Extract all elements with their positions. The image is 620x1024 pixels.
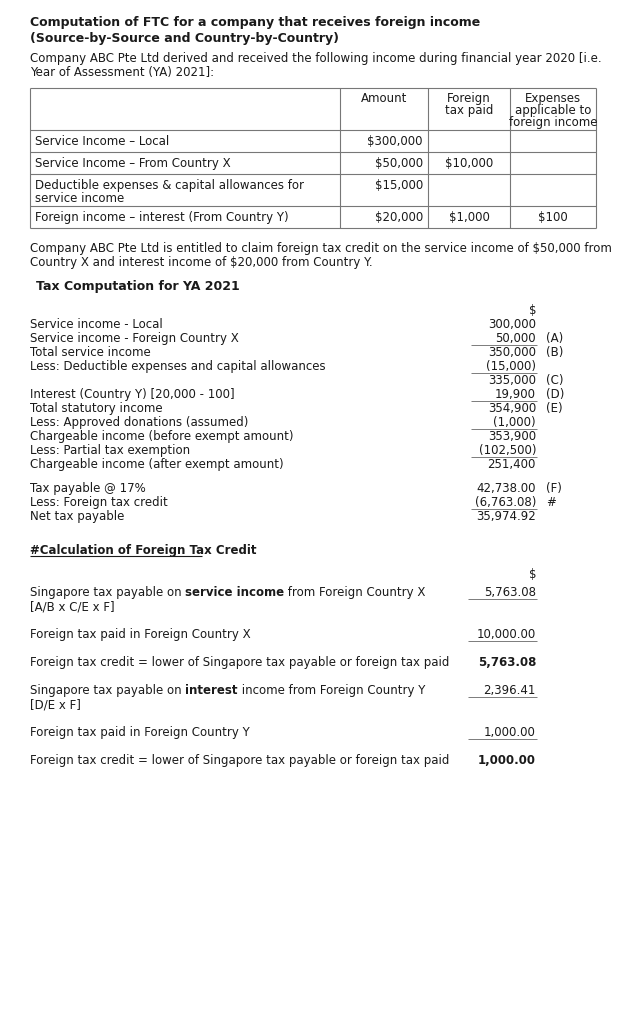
Text: #: # [546,496,556,509]
Text: 5,763.08: 5,763.08 [477,656,536,669]
Text: service income: service income [185,586,285,599]
Text: 354,900: 354,900 [488,402,536,415]
Text: Foreign income – interest (From Country Y): Foreign income – interest (From Country … [35,211,289,224]
Text: 19,900: 19,900 [495,388,536,401]
Text: [D/E x F]: [D/E x F] [30,698,81,711]
Text: income from Foreign Country Y: income from Foreign Country Y [238,684,425,697]
Text: (A): (A) [546,332,563,345]
Text: foreign income: foreign income [509,116,597,129]
Text: interest: interest [185,684,238,697]
Text: Chargeable income (before exempt amount): Chargeable income (before exempt amount) [30,430,293,443]
Text: (E): (E) [546,402,562,415]
Text: 5,763.08: 5,763.08 [484,586,536,599]
Text: applicable to: applicable to [515,104,591,117]
Text: service income: service income [35,193,124,205]
Text: 50,000: 50,000 [495,332,536,345]
Text: Service income - Local: Service income - Local [30,318,162,331]
Text: Computation of FTC for a company that receives foreign income: Computation of FTC for a company that re… [30,16,480,29]
Text: Chargeable income (after exempt amount): Chargeable income (after exempt amount) [30,458,283,471]
Text: Tax Computation for YA 2021: Tax Computation for YA 2021 [36,280,240,293]
Text: $1,000: $1,000 [448,211,489,224]
Text: $100: $100 [538,211,568,224]
Text: 353,900: 353,900 [488,430,536,443]
Text: Foreign tax credit = lower of Singapore tax payable or foreign tax paid: Foreign tax credit = lower of Singapore … [30,754,449,767]
Text: #Calculation of Foreign Tax Credit: #Calculation of Foreign Tax Credit [30,544,257,557]
Text: (D): (D) [546,388,564,401]
Text: tax paid: tax paid [445,104,493,117]
Text: Company ABC Pte Ltd derived and received the following income during financial y: Company ABC Pte Ltd derived and received… [30,52,601,65]
Text: Year of Assessment (YA) 2021]:: Year of Assessment (YA) 2021]: [30,66,214,79]
Text: 35,974.92: 35,974.92 [476,510,536,523]
Text: (F): (F) [546,482,562,495]
Text: Less: Foreign tax credit: Less: Foreign tax credit [30,496,168,509]
Text: Service Income – From Country X: Service Income – From Country X [35,157,231,170]
Text: Total service income: Total service income [30,346,151,359]
Text: Service Income – Local: Service Income – Local [35,135,169,148]
Text: Net tax payable: Net tax payable [30,510,125,523]
Text: Less: Deductible expenses and capital allowances: Less: Deductible expenses and capital al… [30,360,326,373]
Text: 350,000: 350,000 [488,346,536,359]
Text: 1,000.00: 1,000.00 [478,754,536,767]
Text: Total statutory income: Total statutory income [30,402,162,415]
Text: Singapore tax payable on: Singapore tax payable on [30,684,185,697]
Text: 335,000: 335,000 [488,374,536,387]
Text: Company ABC Pte Ltd is entitled to claim foreign tax credit on the service incom: Company ABC Pte Ltd is entitled to claim… [30,242,612,255]
Text: Amount: Amount [361,92,407,105]
Text: Less: Approved donations (assumed): Less: Approved donations (assumed) [30,416,249,429]
Text: 300,000: 300,000 [488,318,536,331]
Text: (B): (B) [546,346,564,359]
Text: [A/B x C/E x F]: [A/B x C/E x F] [30,600,115,613]
Text: Foreign tax credit = lower of Singapore tax payable or foreign tax paid: Foreign tax credit = lower of Singapore … [30,656,449,669]
Text: Foreign tax paid in Foreign Country Y: Foreign tax paid in Foreign Country Y [30,726,250,739]
Text: (1,000): (1,000) [494,416,536,429]
Text: $300,000: $300,000 [368,135,423,148]
Text: 251,400: 251,400 [487,458,536,471]
Text: (102,500): (102,500) [479,444,536,457]
Text: $50,000: $50,000 [375,157,423,170]
Text: Country X and interest income of $20,000 from Country Y.: Country X and interest income of $20,000… [30,256,373,269]
Text: (15,000): (15,000) [486,360,536,373]
Text: 2,396.41: 2,396.41 [484,684,536,697]
Text: Foreign: Foreign [447,92,491,105]
Text: 1,000.00: 1,000.00 [484,726,536,739]
Text: Expenses: Expenses [525,92,581,105]
Text: from Foreign Country X: from Foreign Country X [285,586,426,599]
Text: 10,000.00: 10,000.00 [477,628,536,641]
Text: $: $ [528,568,536,581]
Text: (6,763.08): (6,763.08) [475,496,536,509]
Text: $20,000: $20,000 [374,211,423,224]
Text: $15,000: $15,000 [374,179,423,193]
Text: 42,738.00: 42,738.00 [477,482,536,495]
Text: $: $ [528,304,536,317]
Text: (Source-by-Source and Country-by-Country): (Source-by-Source and Country-by-Country… [30,32,339,45]
Text: Service income - Foreign Country X: Service income - Foreign Country X [30,332,239,345]
Text: Foreign tax paid in Foreign Country X: Foreign tax paid in Foreign Country X [30,628,250,641]
Text: $10,000: $10,000 [445,157,493,170]
Text: Deductible expenses & capital allowances for: Deductible expenses & capital allowances… [35,179,304,193]
Text: (C): (C) [546,374,564,387]
Text: Interest (Country Y) [20,000 - 100]: Interest (Country Y) [20,000 - 100] [30,388,234,401]
Text: Tax payable @ 17%: Tax payable @ 17% [30,482,146,495]
Text: Less: Partial tax exemption: Less: Partial tax exemption [30,444,190,457]
Text: Singapore tax payable on: Singapore tax payable on [30,586,185,599]
